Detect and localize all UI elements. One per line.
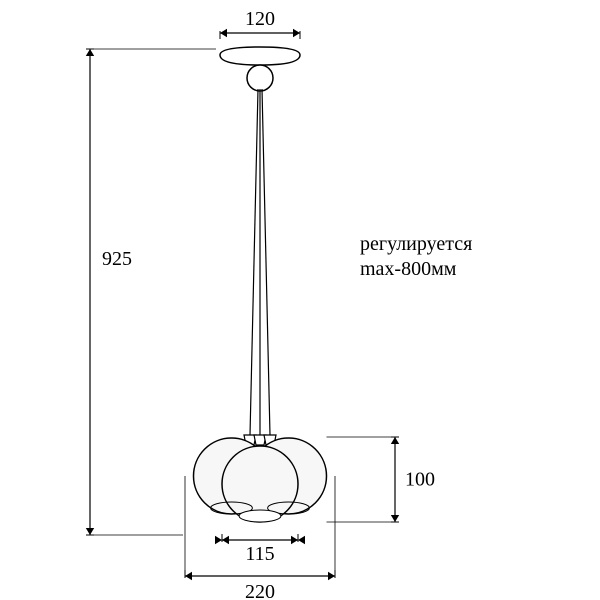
note-max: max-800мм	[360, 258, 457, 280]
canopy	[220, 47, 300, 65]
dim-cluster-width: 220	[245, 581, 275, 600]
dim-shade-height: 100	[405, 469, 435, 491]
cable	[250, 89, 258, 435]
dim-canopy-width: 120	[245, 8, 275, 30]
globe-opening	[239, 510, 281, 522]
dim-shade-width: 115	[245, 543, 274, 565]
connector-ball	[247, 65, 273, 91]
dim-total-height: 925	[102, 248, 132, 270]
cable	[262, 89, 270, 435]
note-adjustable: регулируется	[360, 233, 472, 255]
